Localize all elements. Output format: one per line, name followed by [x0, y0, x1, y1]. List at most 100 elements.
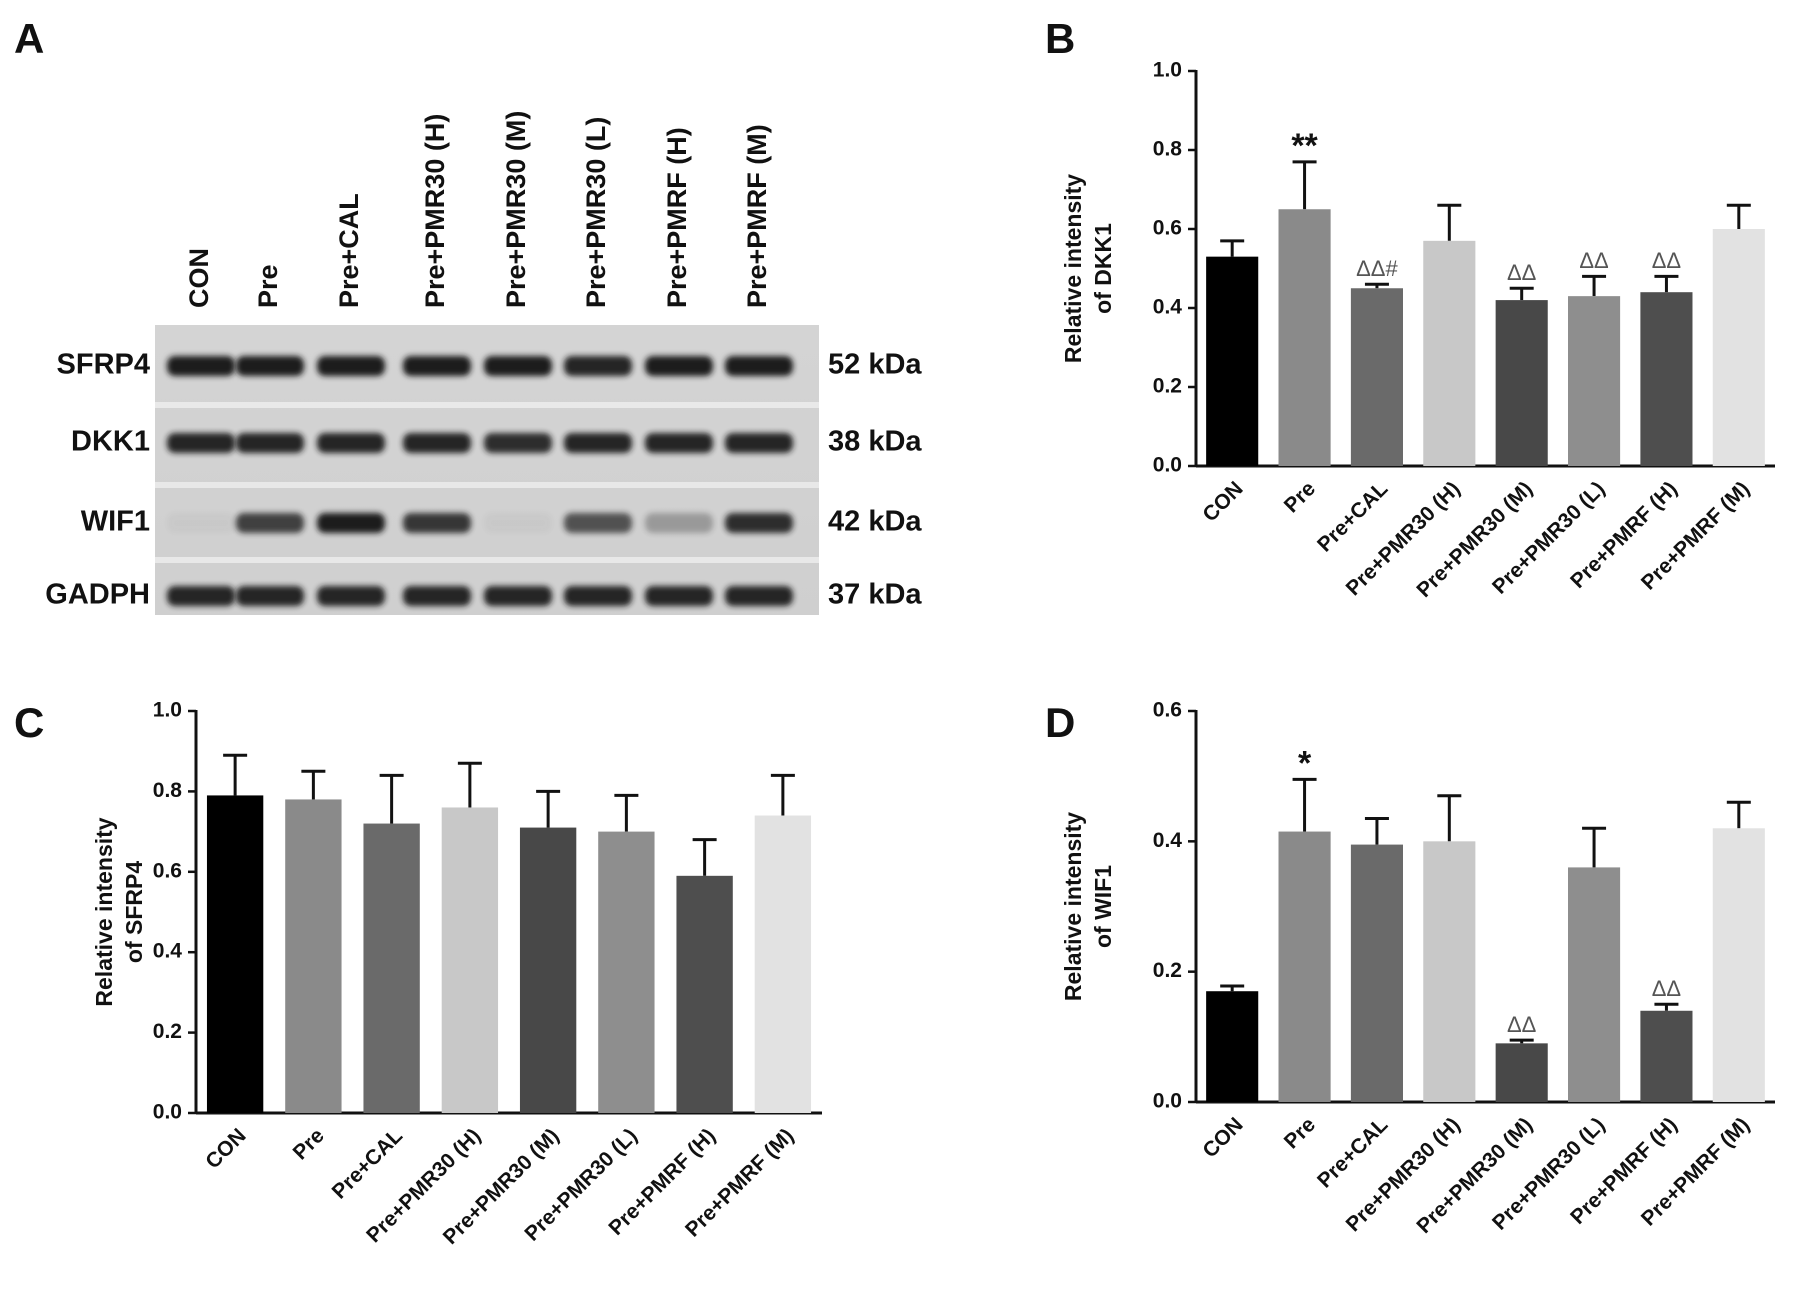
band: [725, 586, 793, 606]
y-tick-label: 0.4: [153, 940, 183, 963]
bar: [1278, 209, 1331, 466]
significance-mark: ΔΔ: [1652, 976, 1682, 1001]
band: [403, 586, 471, 606]
bar: [1350, 844, 1403, 1102]
band: [317, 513, 385, 533]
band: [236, 513, 304, 533]
y-tick-label: 0.6: [1153, 699, 1182, 722]
band: [484, 433, 552, 453]
x-tick-label: Pre: [289, 1124, 329, 1164]
bar: [441, 807, 499, 1113]
y-tick-label: 0.2: [1153, 375, 1182, 398]
bar: [1640, 292, 1693, 466]
band: [564, 433, 632, 453]
y-axis-label: of WIF1: [1090, 865, 1116, 948]
band: [317, 356, 385, 376]
y-tick-label: 1.0: [1153, 59, 1182, 82]
x-tick-label: Pre: [1280, 1113, 1320, 1153]
band: [484, 356, 552, 376]
band: [317, 586, 385, 606]
y-tick-label: 0.6: [153, 859, 182, 882]
significance-mark: ΔΔ: [1507, 260, 1537, 285]
band: [236, 433, 304, 453]
band: [167, 433, 235, 453]
band: [645, 586, 713, 606]
significance-mark: ΔΔ: [1579, 248, 1609, 273]
y-axis-label: Relative intensity: [91, 817, 117, 1006]
bar: [1423, 240, 1476, 466]
significance-mark: *: [1298, 744, 1312, 782]
band: [236, 586, 304, 606]
bar: [1423, 841, 1476, 1102]
lane-label: Pre+PMRF (H): [662, 127, 692, 308]
bar: [519, 827, 577, 1113]
y-tick-label: 0.0: [1153, 1090, 1182, 1113]
band: [645, 356, 713, 376]
y-axis-label: of SFRP4: [121, 861, 147, 963]
x-tick-label: Pre+CAL: [328, 1124, 408, 1204]
lane-label: Pre+PMRF (M): [742, 124, 772, 308]
band: [484, 513, 552, 533]
bar: [676, 875, 733, 1113]
protein-label: DKK1: [71, 426, 150, 458]
blot-divider: [155, 402, 819, 408]
lane-label: Pre+PMR30 (L): [581, 117, 611, 308]
bar: [363, 823, 420, 1113]
band: [725, 433, 793, 453]
band: [645, 513, 713, 533]
y-tick-label: 1.0: [153, 699, 182, 722]
bar: [1712, 229, 1765, 466]
y-tick-label: 0.8: [153, 779, 183, 802]
y-tick-label: 0.4: [1153, 296, 1183, 319]
band: [167, 513, 235, 533]
y-tick-label: 0.0: [1153, 454, 1182, 477]
significance-mark: ΔΔ: [1507, 1012, 1537, 1037]
significance-mark: ΔΔ#: [1356, 256, 1398, 281]
protein-label: SFRP4: [57, 349, 150, 381]
significance-mark: **: [1291, 127, 1318, 165]
bar: [1568, 296, 1621, 466]
band: [484, 586, 552, 606]
band: [564, 356, 632, 376]
x-tick-label: Pre: [1280, 477, 1320, 517]
x-tick-label: CON: [1198, 1113, 1247, 1162]
blot-divider: [155, 557, 819, 563]
x-tick-label: CON: [1198, 477, 1247, 526]
bar: [598, 831, 655, 1113]
x-tick-label: CON: [201, 1124, 250, 1173]
y-tick-label: 0.2: [1153, 959, 1182, 982]
lane-label: Pre+CAL: [334, 193, 364, 308]
size-label: 52 kDa: [828, 349, 922, 381]
bar: [1495, 1043, 1548, 1102]
band: [236, 356, 304, 376]
band: [564, 513, 632, 533]
protein-label: WIF1: [81, 506, 150, 538]
lane-label: Pre+PMR30 (M): [501, 111, 531, 308]
panel-label: B: [1045, 15, 1075, 62]
band: [167, 586, 235, 606]
band: [725, 356, 793, 376]
bar: [1206, 991, 1259, 1102]
band: [645, 433, 713, 453]
bar: [1278, 831, 1331, 1102]
y-tick-label: 0.4: [1153, 829, 1183, 852]
panel-label: A: [14, 15, 44, 62]
band: [725, 513, 793, 533]
protein-label: GADPH: [45, 579, 150, 611]
y-axis-label: of DKK1: [1090, 223, 1116, 314]
lane-label: Pre+PMR30 (H): [420, 114, 450, 308]
lane-label: Pre: [253, 264, 283, 308]
band: [403, 513, 471, 533]
y-tick-label: 0.6: [1153, 217, 1182, 240]
y-axis-label: Relative intensity: [1060, 812, 1086, 1001]
size-label: 38 kDa: [828, 426, 922, 458]
bar: [206, 795, 264, 1113]
panel-label: D: [1045, 699, 1075, 746]
band: [564, 586, 632, 606]
bar: [1712, 828, 1765, 1102]
significance-mark: ΔΔ: [1652, 248, 1682, 273]
lane-label: CON: [184, 248, 214, 308]
size-label: 37 kDa: [828, 579, 922, 611]
panel-label: C: [14, 699, 44, 746]
band: [403, 433, 471, 453]
